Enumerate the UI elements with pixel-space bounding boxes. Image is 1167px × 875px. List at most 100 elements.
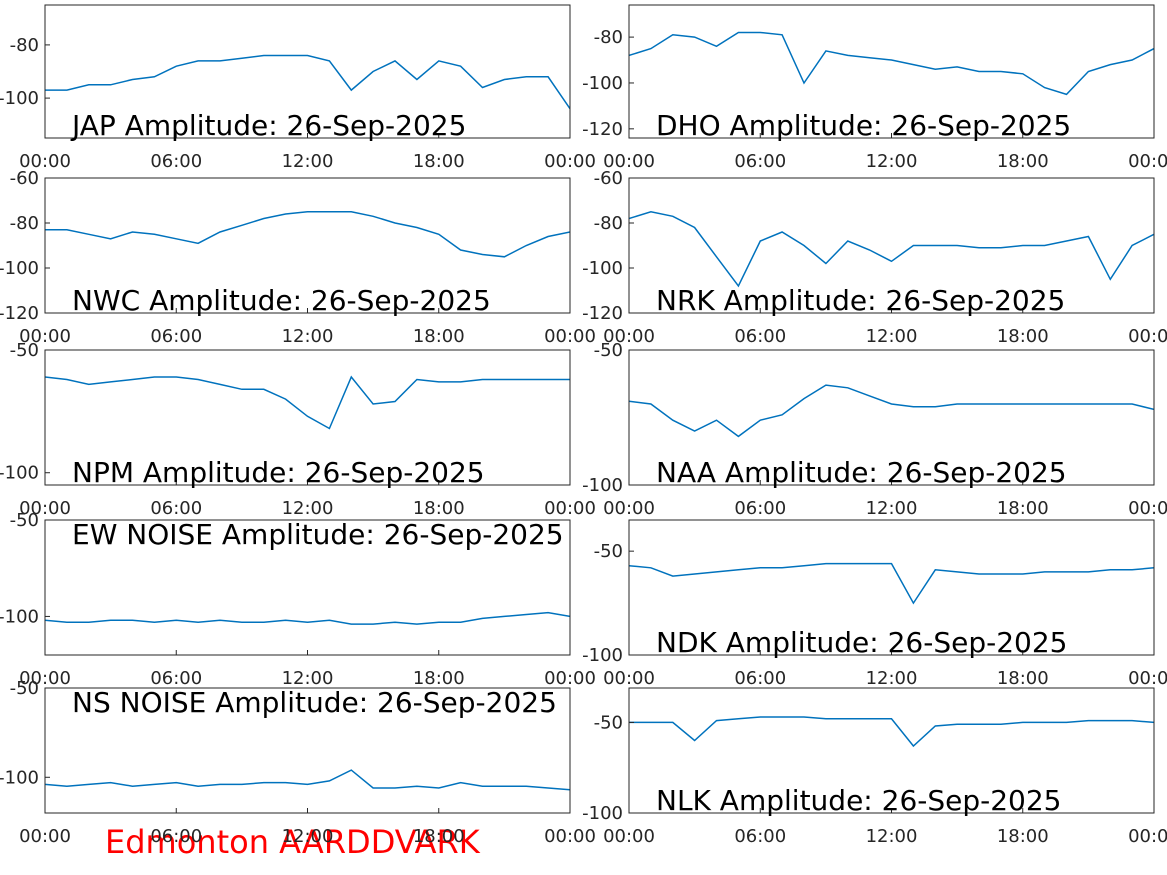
x-tick-label: 12:00 — [866, 668, 918, 689]
x-tick-label: 06:00 — [150, 668, 202, 689]
x-tick-label: 18:00 — [997, 151, 1049, 172]
x-tick-label: 00:00 — [603, 826, 655, 847]
y-tick-label: -80 — [10, 35, 39, 56]
x-tick-label: 00:00 — [1128, 826, 1167, 847]
y-tick-label: -80 — [10, 213, 39, 234]
x-tick-label: 00:00 — [544, 668, 596, 689]
x-tick-label: 06:00 — [150, 498, 202, 519]
x-tick-label: 00:00 — [1128, 668, 1167, 689]
x-tick-label: 00:00 — [544, 826, 596, 847]
y-tick-label: -50 — [10, 678, 39, 699]
x-tick-label: 18:00 — [997, 826, 1049, 847]
data-line — [45, 375, 570, 430]
x-tick-label: 18:00 — [997, 326, 1049, 347]
caption: Edmonton AARDDVARK — [105, 823, 481, 861]
data-line — [629, 562, 1154, 605]
plot-area — [45, 769, 570, 791]
x-tick-label: 00:00 — [19, 498, 71, 519]
y-tick-label: -100 — [0, 88, 39, 109]
x-tick-label: 00:00 — [1128, 151, 1167, 172]
x-tick-label: 06:00 — [734, 151, 786, 172]
y-tick-label: -50 — [10, 340, 39, 361]
x-tick-label: 00:00 — [603, 151, 655, 172]
y-tick-label: -120 — [582, 119, 623, 140]
panel-title: NPM Amplitude: 26-Sep-2025 — [72, 456, 485, 489]
plot-area — [629, 562, 1154, 605]
plot-area — [629, 384, 1154, 438]
x-tick-label: 12:00 — [866, 498, 918, 519]
x-tick-label: 12:00 — [282, 826, 334, 847]
x-tick-label: 00:00 — [19, 826, 71, 847]
x-tick-label: 18:00 — [413, 151, 465, 172]
y-tick-label: -60 — [10, 168, 39, 189]
x-tick-label: 18:00 — [997, 668, 1049, 689]
plot-area — [45, 375, 570, 430]
y-tick-label: -50 — [594, 712, 623, 733]
plot-area — [45, 211, 570, 258]
x-tick-label: 00:00 — [603, 498, 655, 519]
y-tick-label: -80 — [594, 27, 623, 48]
x-tick-label: 06:00 — [734, 498, 786, 519]
plot-area — [45, 611, 570, 625]
x-tick-label: 00:00 — [19, 151, 71, 172]
data-line — [629, 716, 1154, 748]
y-tick-label: -50 — [594, 541, 623, 562]
panel-title: NWC Amplitude: 26-Sep-2025 — [72, 284, 491, 317]
y-tick-label: -50 — [10, 510, 39, 531]
plot-area — [629, 211, 1154, 288]
x-tick-label: 12:00 — [282, 498, 334, 519]
x-tick-label: 06:00 — [150, 326, 202, 347]
x-tick-label: 12:00 — [866, 326, 918, 347]
x-tick-label: 00:00 — [544, 151, 596, 172]
panel-title: NS NOISE Amplitude: 26-Sep-2025 — [72, 686, 557, 719]
x-tick-label: 00:00 — [544, 326, 596, 347]
x-tick-label: 12:00 — [282, 326, 334, 347]
x-tick-label: 12:00 — [282, 668, 334, 689]
data-line — [629, 384, 1154, 438]
x-tick-label: 00:00 — [1128, 498, 1167, 519]
x-tick-label: 12:00 — [866, 826, 918, 847]
data-line — [629, 211, 1154, 288]
x-tick-label: 00:00 — [544, 498, 596, 519]
y-tick-label: -100 — [0, 606, 39, 627]
data-line — [45, 611, 570, 625]
y-tick-label: -120 — [0, 303, 39, 324]
x-tick-label: 06:00 — [150, 151, 202, 172]
plot-area — [629, 31, 1154, 96]
x-tick-label: 18:00 — [413, 498, 465, 519]
y-tick-label: -100 — [582, 645, 623, 666]
x-tick-label: 06:00 — [734, 668, 786, 689]
x-tick-label: 00:00 — [19, 668, 71, 689]
panel-title: JAP Amplitude: 26-Sep-2025 — [70, 109, 466, 142]
y-tick-label: -80 — [594, 213, 623, 234]
x-tick-label: 18:00 — [413, 826, 465, 847]
x-tick-label: 00:00 — [603, 668, 655, 689]
y-tick-label: -100 — [0, 767, 39, 788]
plot-area — [45, 54, 570, 110]
panel-title: NRK Amplitude: 26-Sep-2025 — [656, 284, 1065, 317]
x-tick-label: 18:00 — [413, 668, 465, 689]
panel-title: EW NOISE Amplitude: 26-Sep-2025 — [72, 518, 564, 551]
x-tick-label: 00:00 — [19, 326, 71, 347]
x-tick-label: 18:00 — [997, 498, 1049, 519]
y-tick-label: -100 — [0, 258, 39, 279]
x-tick-label: 00:00 — [603, 326, 655, 347]
data-line — [45, 54, 570, 110]
y-tick-label: -60 — [594, 168, 623, 189]
panel-title: NLK Amplitude: 26-Sep-2025 — [656, 784, 1062, 817]
y-tick-label: -50 — [594, 340, 623, 361]
x-tick-label: 06:00 — [150, 826, 202, 847]
y-tick-label: -100 — [582, 73, 623, 94]
plot-area — [629, 716, 1154, 748]
x-tick-label: 12:00 — [866, 151, 918, 172]
panel-title: NDK Amplitude: 26-Sep-2025 — [656, 626, 1067, 659]
panel-title: NAA Amplitude: 26-Sep-2025 — [656, 456, 1067, 489]
x-tick-label: 00:00 — [1128, 326, 1167, 347]
x-tick-label: 06:00 — [734, 326, 786, 347]
y-tick-label: -120 — [582, 303, 623, 324]
data-line — [629, 31, 1154, 96]
x-tick-label: 18:00 — [413, 326, 465, 347]
x-tick-label: 12:00 — [282, 151, 334, 172]
